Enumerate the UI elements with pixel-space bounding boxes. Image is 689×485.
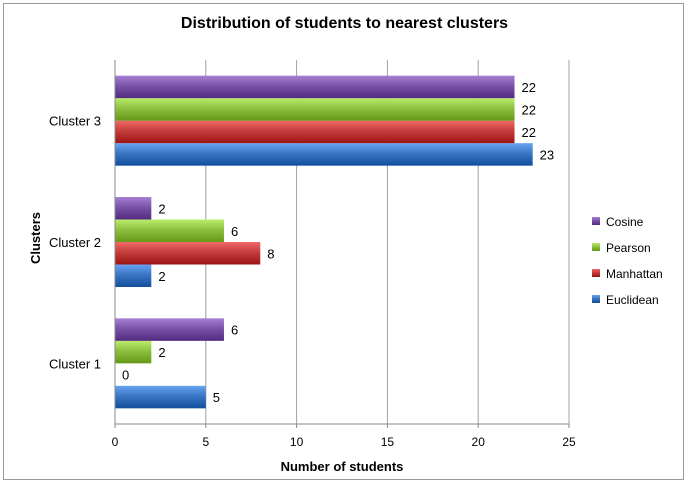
bar-euclidean-cluster-2 xyxy=(115,264,152,287)
y-category-label: Cluster 3 xyxy=(49,114,101,129)
y-category-label: Cluster 2 xyxy=(49,235,101,250)
data-label: 22 xyxy=(522,80,536,95)
x-tick-label: 5 xyxy=(202,435,209,449)
y-axis-title: Clusters xyxy=(28,212,43,264)
x-tick-labels: 0 5 10 15 20 25 xyxy=(112,424,576,449)
legend-swatch xyxy=(592,217,600,225)
data-label: 22 xyxy=(522,125,536,140)
data-labels: 5 0 2 6 2 8 6 2 23 22 22 22 xyxy=(122,80,554,405)
legend-label: Manhattan xyxy=(606,267,663,281)
data-label: 8 xyxy=(267,246,274,261)
bar-cosine-cluster-1 xyxy=(115,318,224,341)
data-label: 6 xyxy=(231,323,238,338)
bar-euclidean-cluster-1 xyxy=(115,385,206,409)
data-label: 2 xyxy=(158,345,165,360)
bar-euclidean-cluster-3 xyxy=(115,143,533,166)
x-tick-label: 25 xyxy=(562,435,576,449)
legend-label: Cosine xyxy=(606,215,644,229)
legend-label: Euclidean xyxy=(606,293,659,307)
bar-pearson-cluster-3 xyxy=(115,98,515,121)
data-label: 5 xyxy=(213,390,220,405)
data-label: 22 xyxy=(522,102,536,117)
data-label: 0 xyxy=(122,368,129,383)
bar-pearson-cluster-1 xyxy=(115,340,152,364)
data-label: 6 xyxy=(231,224,238,239)
y-category-labels: Cluster 1 Cluster 2 Cluster 3 xyxy=(49,114,101,372)
bar-manhattan-cluster-3 xyxy=(115,120,515,144)
bar-pearson-cluster-2 xyxy=(115,219,224,242)
x-tick-label: 15 xyxy=(381,435,395,449)
chart-title: Distribution of students to nearest clus… xyxy=(180,15,509,32)
legend-swatch xyxy=(592,243,600,251)
data-label: 2 xyxy=(158,201,165,216)
legend-label: Pearson xyxy=(606,241,651,255)
bar-manhattan-cluster-2 xyxy=(115,242,261,265)
legend-swatch xyxy=(592,295,600,303)
legend: Cosine Pearson Manhattan Euclidean xyxy=(592,215,663,307)
data-label: 2 xyxy=(158,269,165,284)
x-tick-label: 20 xyxy=(472,435,486,449)
x-tick-label: 0 xyxy=(112,435,119,449)
bar-cosine-cluster-3 xyxy=(115,75,515,99)
bar-cosine-cluster-2 xyxy=(115,197,152,220)
data-label: 23 xyxy=(540,147,554,162)
legend-swatch xyxy=(592,269,600,277)
y-category-label: Cluster 1 xyxy=(49,356,101,371)
bars xyxy=(115,75,533,409)
x-tick-label: 10 xyxy=(290,435,304,449)
axes xyxy=(114,60,569,425)
x-axis-title: Number of students xyxy=(281,459,404,474)
